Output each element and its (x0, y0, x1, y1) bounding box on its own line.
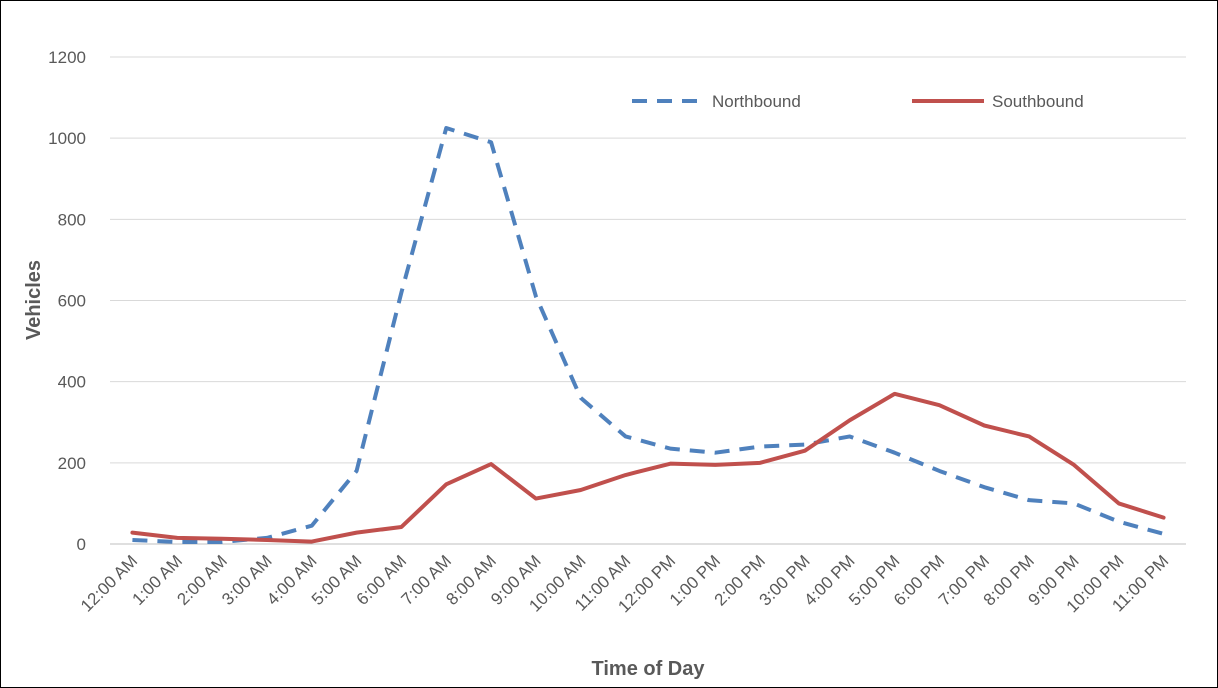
y-tick-label: 400 (58, 373, 86, 392)
y-tick-label: 1000 (48, 129, 86, 148)
x-axis-title: Time of Day (592, 658, 706, 680)
series-line-northbound (132, 126, 1165, 544)
y-tick-label: 800 (58, 210, 86, 229)
y-tick-label: 1200 (48, 48, 86, 67)
legend: Northbound Southbound (632, 92, 1084, 111)
y-tick-labels: 0 200 400 600 800 1000 1200 (48, 48, 86, 554)
x-tick-labels: 12:00 AM1:00 AM2:00 AM3:00 AM4:00 AM5:00… (77, 551, 1172, 616)
y-tick-label: 0 (77, 535, 86, 554)
y-axis-title: Vehicles (23, 260, 45, 340)
legend-label-southbound: Southbound (992, 92, 1084, 111)
y-tick-label: 200 (58, 454, 86, 473)
y-tick-label: 600 (58, 292, 86, 311)
series-lines (130, 126, 1166, 544)
series-line-southbound (130, 391, 1166, 544)
gridlines (110, 56, 1186, 545)
x-tick-label: 12:00 AM (77, 551, 141, 615)
legend-label-northbound: Northbound (712, 92, 801, 111)
